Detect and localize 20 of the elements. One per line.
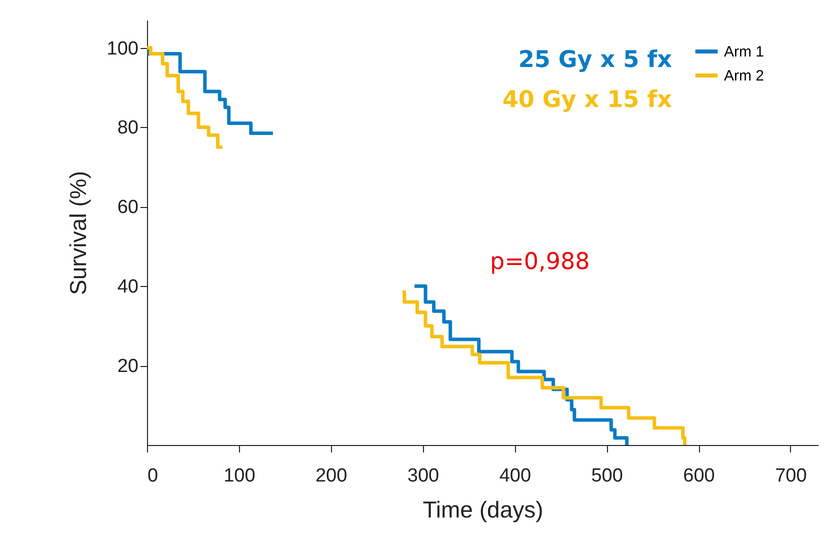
y-tick-label: 100	[106, 38, 138, 60]
x-axis-title: Time (days)	[422, 496, 544, 522]
x-tick-label: 500	[591, 466, 623, 486]
y-tick-label: 40	[117, 276, 138, 298]
x-tick-label: 100	[224, 466, 256, 486]
y-tick-label: 80	[117, 118, 138, 139]
x-tick-label: 300	[407, 466, 440, 486]
x-tick-label: 700	[775, 466, 807, 486]
annotation: p=0,988	[490, 249, 590, 275]
x-tick-label: 400	[499, 466, 532, 486]
y-axis-title: Survival (%)	[64, 171, 91, 295]
x-tick-label: 200	[315, 466, 348, 486]
legend-label: Arm 1	[724, 44, 764, 60]
annotation: 25 Gy x 5 fx	[518, 47, 672, 73]
annotation: 40 Gy x 15 fx	[502, 87, 672, 113]
legend-label: Arm 2	[724, 68, 764, 84]
x-tick-label: 600	[683, 466, 715, 486]
x-tick-label: 0	[148, 466, 158, 486]
y-tick-label: 20	[117, 356, 138, 378]
y-tick-label: 60	[117, 197, 138, 218]
